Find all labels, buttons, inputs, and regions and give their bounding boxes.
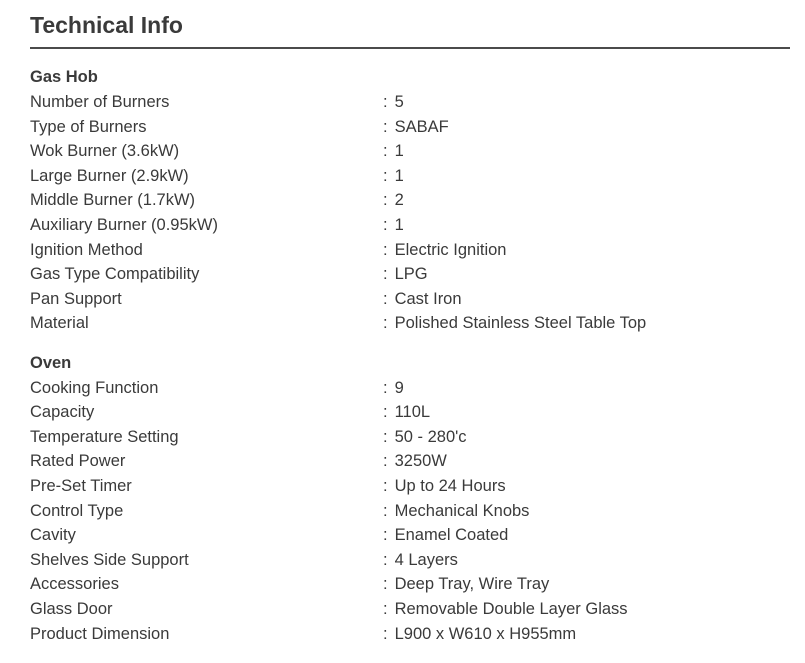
spec-label: Ignition Method	[30, 240, 143, 259]
spec-row: Capacity : 110L	[30, 400, 790, 425]
spec-colon: :	[383, 265, 388, 284]
spec-colon: :	[383, 289, 388, 308]
spec-value: 1	[394, 216, 404, 234]
spec-section: Oven Cooking Function : 9 Capacity : 110…	[30, 351, 790, 646]
spec-row: Middle Burner (1.7kW) : 2	[30, 188, 790, 213]
spec-label: Accessories	[30, 575, 119, 594]
spec-row: Pre-Set Timer : Up to 24 Hours	[30, 474, 790, 499]
spec-label: Control Type	[30, 501, 124, 520]
spec-colon: :	[383, 599, 388, 618]
spec-value: Polished Stainless Steel Table Top	[394, 314, 647, 333]
spec-value: Deep Tray, Wire Tray	[394, 575, 550, 594]
spec-value: Cast Iron	[394, 289, 462, 308]
spec-label: Shelves Side Support	[30, 550, 189, 569]
spec-label: Pan Support	[30, 289, 122, 308]
spec-value: 2	[394, 191, 404, 210]
spec-colon: :	[383, 403, 388, 422]
spec-row: Pan Support : Cast Iron	[30, 287, 790, 312]
spec-colon: :	[383, 117, 388, 136]
title-divider	[30, 47, 790, 50]
spec-colon: :	[383, 93, 388, 112]
spec-label: Number of Burners	[30, 93, 170, 112]
spec-row: Wok Burner (3.6kW) : 1	[30, 139, 790, 164]
section-rows: Cooking Function : 9 Capacity : 110L Tem…	[30, 376, 790, 647]
spec-row: Control Type : Mechanical Knobs	[30, 499, 790, 524]
spec-label: Cooking Function	[30, 378, 159, 397]
spec-label: Product Dimension	[30, 624, 170, 643]
spec-value: Mechanical Knobs	[394, 501, 530, 520]
spec-label: Rated Power	[30, 452, 126, 471]
spec-row: Large Burner (2.9kW) : 1	[30, 164, 790, 189]
spec-label: Middle Burner (1.7kW)	[30, 191, 196, 210]
spec-row: Cavity : Enamel Coated	[30, 523, 790, 548]
spec-value: 5	[394, 93, 404, 112]
spec-row: Gas Type Compatibility : LPG	[30, 262, 790, 287]
spec-row: Glass Door : Removable Double Layer Glas…	[30, 597, 790, 622]
spec-row: Material : Polished Stainless Steel Tabl…	[30, 311, 790, 336]
spec-row: Cooking Function : 9	[30, 376, 790, 401]
spec-value: 9	[394, 378, 404, 397]
spec-label: Temperature Setting	[30, 427, 179, 446]
spec-row: Accessories : Deep Tray, Wire Tray	[30, 572, 790, 597]
spec-value: Removable Double Layer Glass	[394, 599, 628, 618]
spec-label: Large Burner (2.9kW)	[30, 166, 189, 185]
spec-value: Electric Ignition	[394, 240, 507, 259]
spec-value: SABAF	[394, 117, 449, 136]
spec-colon: :	[383, 575, 388, 594]
spec-label: Gas Type Compatibility	[30, 265, 200, 284]
spec-value: 4 Layers	[394, 550, 458, 569]
section-heading: Oven	[30, 353, 72, 372]
spec-label: Material	[30, 314, 89, 333]
spec-colon: :	[383, 142, 388, 161]
spec-colon: :	[383, 191, 388, 210]
spec-label: Glass Door	[30, 599, 113, 618]
spec-colon: :	[383, 216, 388, 234]
spec-colon: :	[383, 314, 388, 333]
spec-row: Rated Power : 3250W	[30, 449, 790, 474]
spec-value: Enamel Coated	[394, 526, 509, 545]
spec-row: Temperature Setting : 50 - 280'c	[30, 425, 790, 450]
spec-colon: :	[383, 501, 388, 520]
spec-value: 50 - 280'c	[394, 427, 467, 446]
spec-label: Capacity	[30, 403, 95, 422]
section-heading: Gas Hob	[30, 68, 98, 87]
spec-value: 3250W	[394, 452, 447, 471]
spec-row: Product Dimension : L900 x W610 x H955mm	[30, 622, 790, 647]
spec-value: 110L	[394, 403, 431, 422]
spec-section: Gas Hob Number of Burners : 5 Type of Bu…	[30, 65, 790, 336]
spec-row: Type of Burners : SABAF	[30, 115, 790, 140]
spec-colon: :	[383, 452, 388, 471]
spec-row: Ignition Method : Electric Ignition	[30, 238, 790, 263]
section-rows: Number of Burners : 5 Type of Burners : …	[30, 90, 790, 336]
spec-value: 1	[394, 166, 404, 185]
spec-colon: :	[383, 240, 388, 259]
spec-colon: :	[383, 526, 388, 545]
spec-label: Pre-Set Timer	[30, 476, 132, 495]
spec-sections: Gas Hob Number of Burners : 5 Type of Bu…	[30, 65, 790, 646]
spec-label: Wok Burner (3.6kW)	[30, 142, 180, 161]
spec-label: Auxiliary Burner (0.95kW)	[30, 216, 218, 234]
spec-value: Up to 24 Hours	[394, 476, 506, 495]
spec-colon: :	[383, 427, 388, 446]
spec-colon: :	[383, 550, 388, 569]
page-title: Technical Info	[30, 12, 183, 38]
spec-row: Number of Burners : 5	[30, 90, 790, 115]
spec-value: LPG	[394, 265, 428, 284]
spec-row: Auxiliary Burner (0.95kW) : 1	[30, 213, 790, 238]
spec-colon: :	[383, 476, 388, 495]
spec-value: 1	[394, 142, 404, 161]
spec-colon: :	[383, 166, 388, 185]
spec-label: Type of Burners	[30, 117, 147, 136]
spec-colon: :	[383, 378, 388, 397]
spec-value: L900 x W610 x H955mm	[394, 624, 577, 643]
spec-label: Cavity	[30, 526, 76, 545]
spec-colon: :	[383, 624, 388, 643]
spec-row: Shelves Side Support : 4 Layers	[30, 548, 790, 573]
